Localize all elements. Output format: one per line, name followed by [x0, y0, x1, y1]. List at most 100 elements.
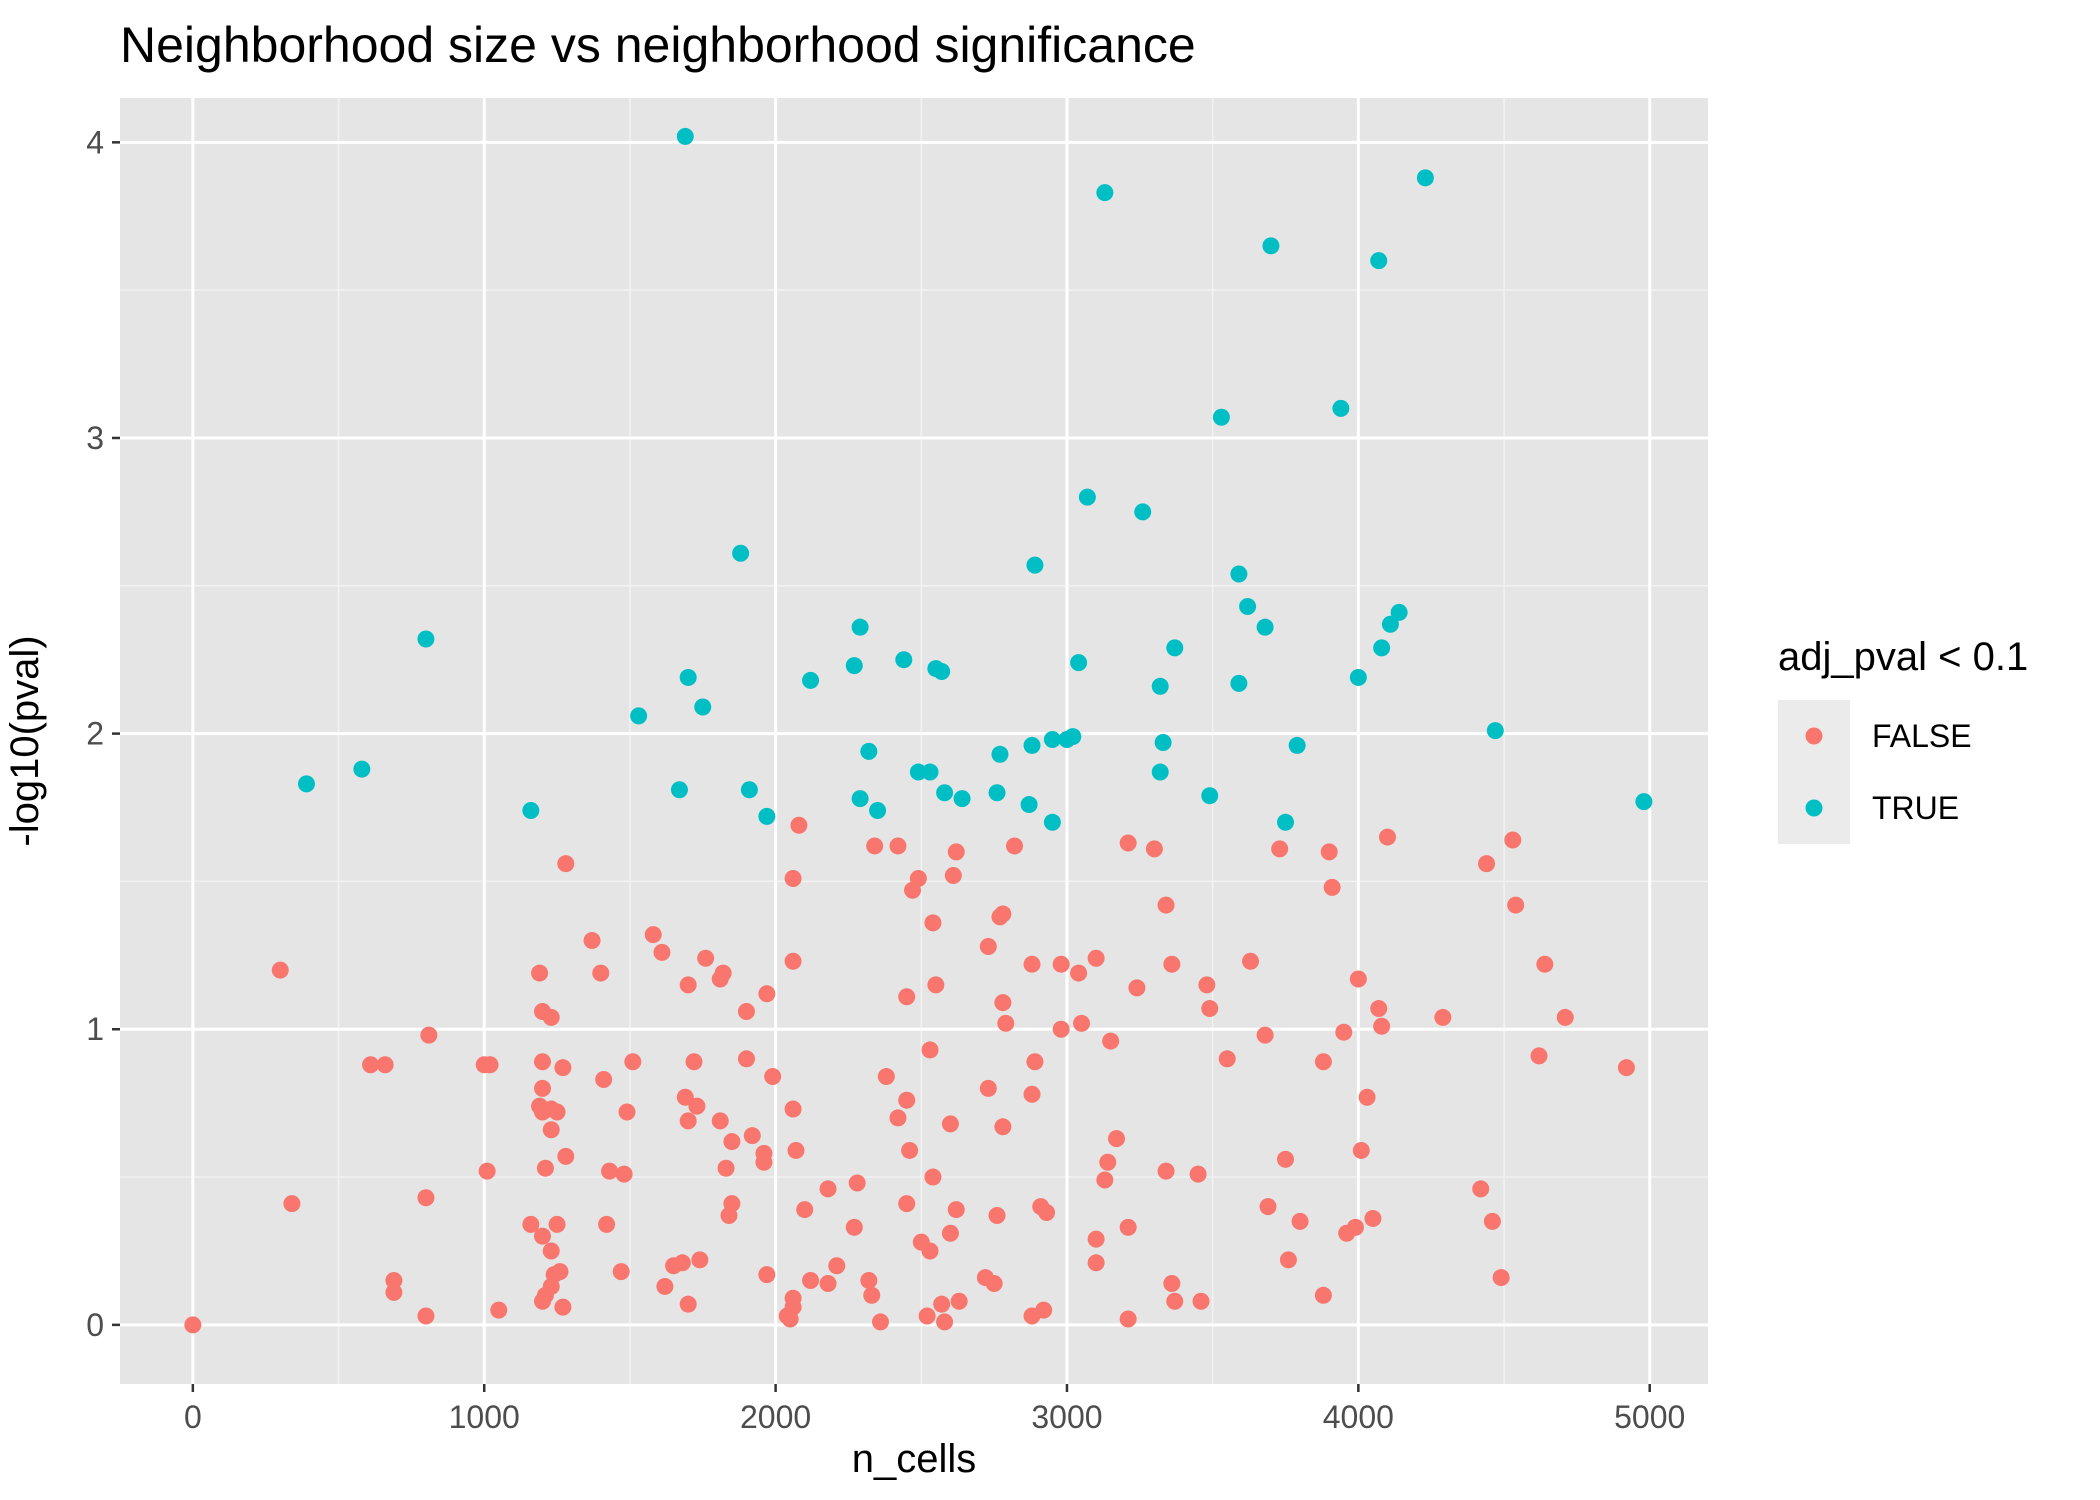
data-point — [536, 1159, 554, 1177]
data-point — [1073, 1014, 1091, 1032]
data-point — [615, 1165, 633, 1183]
data-point — [1332, 399, 1350, 417]
data-point — [1102, 1032, 1120, 1050]
data-point — [941, 1224, 959, 1242]
data-point — [644, 926, 662, 944]
data-point — [991, 745, 1009, 763]
data-point — [909, 763, 927, 781]
data-point — [595, 1070, 613, 1088]
data-point — [1026, 556, 1044, 574]
data-point — [688, 1097, 706, 1115]
data-point — [784, 1100, 802, 1118]
data-point — [1096, 1171, 1114, 1189]
data-point — [877, 1068, 895, 1086]
data-point — [353, 760, 371, 778]
data-point — [758, 985, 776, 1003]
data-point — [551, 1263, 569, 1281]
data-point — [1212, 408, 1230, 426]
data-point — [1349, 970, 1367, 988]
data-point — [1020, 796, 1038, 814]
data-point — [592, 964, 610, 982]
data-point — [732, 544, 750, 562]
data-point — [522, 801, 540, 819]
data-point — [1242, 952, 1260, 970]
x-tick-label: 0 — [184, 1399, 202, 1435]
data-point — [1271, 840, 1289, 858]
data-point — [630, 707, 648, 725]
data-point — [1256, 618, 1274, 636]
data-point — [933, 663, 951, 681]
data-point — [1314, 1286, 1332, 1304]
data-point — [988, 1206, 1006, 1224]
data-point — [936, 1313, 954, 1331]
data-point — [1556, 1008, 1574, 1026]
data-point — [802, 671, 820, 689]
data-point — [362, 1056, 380, 1074]
data-point — [533, 1079, 551, 1097]
data-point — [802, 1272, 820, 1290]
data-point — [618, 1103, 636, 1121]
data-point — [1035, 1301, 1053, 1319]
data-point — [1617, 1059, 1635, 1077]
data-point — [1335, 1023, 1353, 1041]
data-point — [944, 867, 962, 885]
data-point — [1154, 733, 1172, 751]
y-tick-label: 4 — [86, 124, 104, 160]
data-point — [542, 1242, 560, 1260]
data-point — [478, 1162, 496, 1180]
data-point — [1023, 1085, 1041, 1103]
data-point — [819, 1180, 837, 1198]
data-point — [417, 1189, 435, 1207]
data-point — [691, 1251, 709, 1269]
data-point — [950, 1292, 968, 1310]
y-tick-label: 0 — [86, 1307, 104, 1343]
data-point — [1346, 1218, 1364, 1236]
data-point — [1434, 1008, 1452, 1026]
y-axis-title: -log10(pval) — [3, 635, 47, 846]
data-point — [947, 843, 965, 861]
data-point — [947, 1201, 965, 1219]
data-point — [1323, 878, 1341, 896]
legend-label: FALSE — [1872, 718, 1972, 754]
data-point — [1099, 1153, 1117, 1171]
data-point — [784, 1289, 802, 1307]
data-point — [548, 1103, 566, 1121]
data-point — [670, 781, 688, 799]
data-point — [994, 994, 1012, 1012]
data-point — [921, 1041, 939, 1059]
data-point — [851, 790, 869, 808]
data-point — [1157, 896, 1175, 914]
data-point — [723, 1133, 741, 1151]
data-point — [1087, 1254, 1105, 1272]
data-point — [1108, 1130, 1126, 1148]
data-point — [1198, 976, 1216, 994]
data-point — [542, 1121, 560, 1139]
data-point — [921, 1242, 939, 1260]
data-point — [936, 784, 954, 802]
data-point — [784, 869, 802, 887]
data-point — [283, 1195, 301, 1213]
data-point — [1145, 840, 1163, 858]
data-point — [1370, 252, 1388, 270]
data-point — [1201, 1000, 1219, 1018]
data-point — [557, 1147, 575, 1165]
data-point — [889, 1109, 907, 1127]
data-point — [921, 763, 939, 781]
data-point — [1119, 1310, 1137, 1328]
data-point — [1373, 1017, 1391, 1035]
data-point — [787, 1141, 805, 1159]
data-point — [740, 781, 758, 799]
data-point — [1218, 1050, 1236, 1068]
data-point — [784, 952, 802, 970]
data-point — [1043, 813, 1061, 831]
data-point — [1157, 1162, 1175, 1180]
data-point — [656, 1277, 674, 1295]
data-point — [1314, 1053, 1332, 1071]
data-point — [685, 1053, 703, 1071]
data-point — [522, 1215, 540, 1233]
x-tick-label: 3000 — [1031, 1399, 1102, 1435]
data-point — [1259, 1198, 1277, 1216]
data-point — [1070, 964, 1088, 982]
data-point — [1478, 855, 1496, 873]
